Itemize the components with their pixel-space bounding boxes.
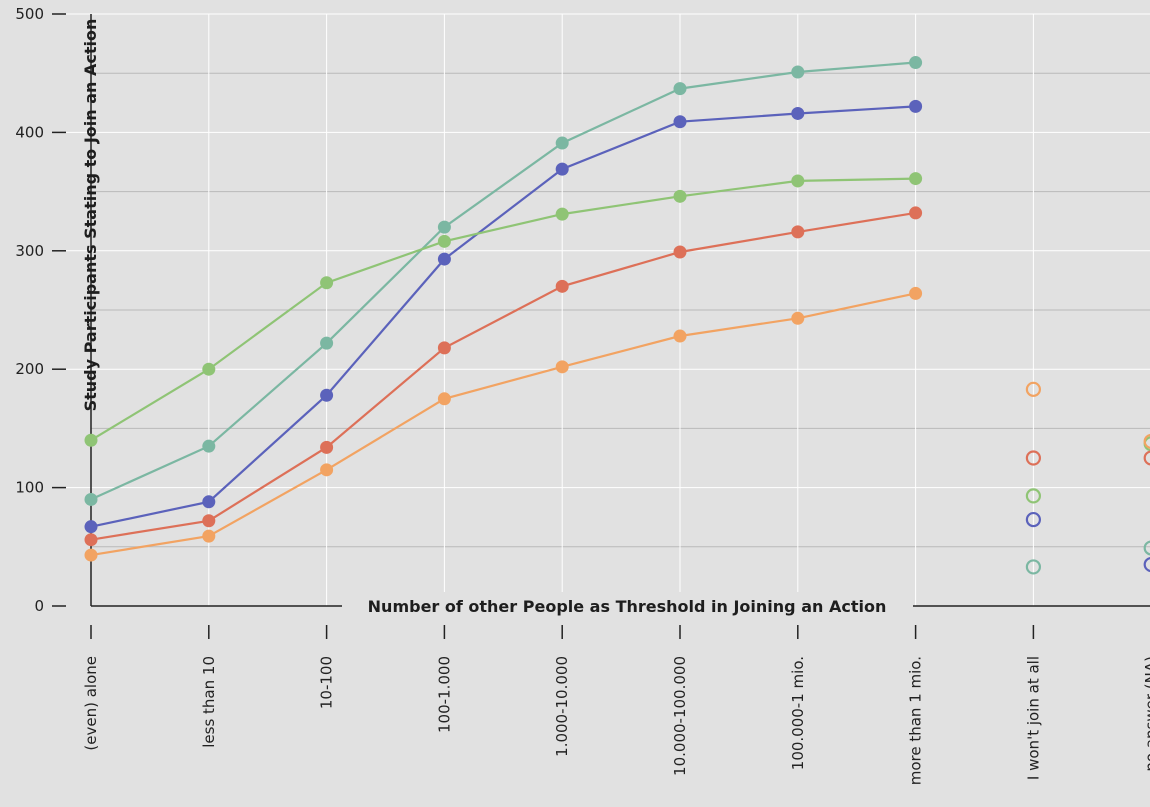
data-point (555, 207, 569, 221)
data-point (673, 82, 687, 96)
data-point (437, 392, 451, 406)
x-tick-label: 1.000-10.000 (553, 656, 571, 757)
data-point-open (1143, 450, 1150, 466)
data-point (84, 533, 98, 547)
data-point-open (1025, 450, 1042, 466)
data-point (555, 162, 569, 176)
series-4 (84, 286, 1150, 562)
data-point (202, 514, 216, 528)
x-tick-label: less than 10 (200, 656, 218, 748)
data-point (84, 548, 98, 562)
data-point (909, 172, 923, 186)
data-point (791, 106, 805, 120)
data-point (320, 276, 334, 290)
y-axis-title: Study Participants Stating to Join an Ac… (81, 19, 100, 412)
data-point (673, 189, 687, 203)
series-1 (84, 99, 1150, 573)
data-point (320, 388, 334, 402)
x-tick-label: I won't join at all (1024, 656, 1042, 780)
data-point (437, 341, 451, 355)
series-line (90, 211, 916, 541)
data-point-open (1143, 557, 1150, 573)
series-3 (84, 206, 1150, 547)
data-point (791, 65, 805, 79)
y-tick-label: 400 (15, 123, 44, 141)
data-point (84, 492, 98, 506)
data-point (673, 115, 687, 129)
series-line (90, 105, 916, 528)
data-point (437, 234, 451, 248)
data-point (909, 56, 923, 70)
x-tick-label: 100.000-1 mio. (789, 656, 807, 770)
data-point-open (1143, 433, 1150, 449)
data-point (202, 362, 216, 376)
x-axis-title-background (342, 592, 913, 620)
series-0 (84, 56, 1150, 575)
data-point-open (1143, 540, 1150, 556)
data-point (555, 360, 569, 374)
data-point (791, 225, 805, 239)
gridlines (66, 13, 1150, 606)
data-point (791, 311, 805, 325)
data-point (84, 433, 98, 447)
data-point (791, 174, 805, 188)
series-line (90, 177, 916, 442)
data-point (909, 206, 923, 220)
x-tick-label: no answer (NA) (1142, 656, 1150, 772)
data-point (320, 463, 334, 477)
axes (52, 13, 1150, 639)
x-tick-label: (even) alone (82, 656, 100, 751)
x-tick-label: 10.000-100.000 (671, 656, 689, 776)
x-axis-title: Number of other People as Threshold in J… (368, 597, 887, 616)
data-point (673, 245, 687, 259)
data-point (673, 329, 687, 343)
series-group (84, 56, 1150, 575)
data-point (202, 529, 216, 543)
data-point (84, 520, 98, 534)
data-point (437, 252, 451, 266)
series-line (90, 61, 916, 501)
series-line (90, 292, 916, 557)
labels: 0 100 200 300 400 500 (even) alone less than 10… (15, 5, 1150, 785)
y-tick-label: 100 (15, 479, 44, 497)
data-point-open (1025, 559, 1042, 575)
x-tick-label: 10-100 (318, 656, 336, 709)
data-point (555, 279, 569, 293)
data-point (437, 220, 451, 234)
y-tick-label: 200 (15, 360, 44, 378)
data-point-open (1025, 511, 1042, 528)
data-point-open (1025, 488, 1042, 504)
y-tick-label: 0 (34, 597, 44, 615)
y-tick-label: 300 (15, 242, 44, 260)
data-point (202, 439, 216, 453)
x-tick-label: 100-1.000 (435, 656, 453, 733)
series-2 (84, 172, 1150, 504)
data-point (320, 336, 334, 350)
x-tick-label: more than 1 mio. (907, 656, 925, 785)
y-tick-label: 500 (15, 5, 44, 23)
data-point (320, 440, 334, 454)
data-point (909, 99, 923, 113)
data-point-open (1025, 381, 1042, 397)
data-point (202, 495, 216, 509)
data-point (555, 136, 569, 150)
data-point (909, 286, 923, 300)
